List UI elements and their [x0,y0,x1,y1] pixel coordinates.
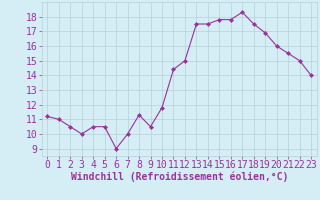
X-axis label: Windchill (Refroidissement éolien,°C): Windchill (Refroidissement éolien,°C) [70,172,288,182]
